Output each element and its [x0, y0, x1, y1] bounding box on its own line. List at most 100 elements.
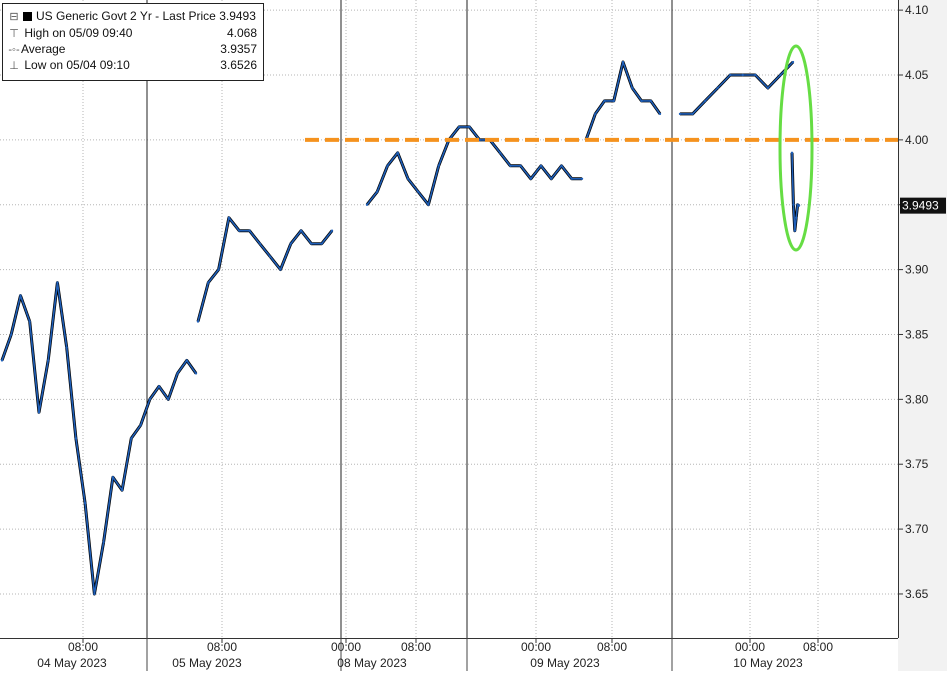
data-point: [268, 255, 272, 258]
x-tick-label: 00:00: [331, 640, 361, 654]
data-point: [468, 125, 471, 129]
data-point: [437, 164, 440, 168]
data-point: [457, 125, 461, 129]
data-point: [779, 73, 782, 77]
data-point: [539, 164, 543, 168]
x-date-label: 04 May 2023: [37, 656, 107, 670]
data-point: [792, 203, 795, 206]
average-marker-icon: -◦-: [8, 44, 20, 56]
y-tick-label: 3.85: [905, 327, 929, 341]
data-point: [509, 164, 512, 168]
data-point: [227, 216, 231, 219]
data-point: [19, 294, 22, 297]
data-point: [678, 112, 682, 116]
legend-series-swatch: [23, 12, 32, 21]
data-point: [396, 151, 399, 155]
x-date-label: 05 May 2023: [172, 656, 242, 670]
legend-title: US Generic Govt 2 Yr - Last Price: [36, 9, 216, 23]
data-point: [83, 501, 87, 505]
data-point: [703, 99, 707, 103]
data-point: [102, 540, 105, 544]
y-axis-panel: [898, 0, 947, 671]
data-point: [427, 203, 430, 206]
data-point: [754, 73, 757, 77]
x-tick-label: 08:00: [401, 640, 431, 654]
legend-low-row: ⊥ Low on 05/04 09:10: [7, 57, 130, 73]
data-point: [157, 385, 161, 388]
last-price-tag-label: 3.9493: [902, 199, 939, 213]
data-point: [478, 138, 481, 142]
y-tick-label: 3.70: [905, 522, 929, 536]
series-line-3: [585, 61, 661, 141]
data-point: [258, 242, 262, 245]
data-point: [176, 372, 179, 375]
legend-title-row: ⊟ US Generic Govt 2 Yr - Last Price 3.949…: [7, 8, 256, 24]
data-point: [795, 216, 798, 219]
data-point: [93, 592, 96, 596]
legend-box: ⊟ US Generic Govt 2 Yr - Last Price 3.949…: [2, 3, 264, 81]
data-point: [519, 164, 522, 168]
data-point: [148, 398, 152, 401]
highlight-ellipse: [778, 44, 814, 252]
series-line-2: [366, 126, 582, 206]
x-tick-label: 08:00: [803, 640, 833, 654]
last-price-tag: [900, 197, 946, 214]
data-point: [790, 151, 794, 155]
data-point: [130, 437, 133, 440]
data-point: [376, 190, 379, 193]
data-point: [498, 151, 502, 155]
data-point: [238, 229, 241, 232]
data-point: [621, 60, 625, 64]
x-tick-label: 08:00: [207, 640, 237, 654]
series-line-1: [197, 216, 333, 322]
high-marker-icon: ⊤: [9, 28, 19, 40]
legend-last-value: 3.9493: [219, 9, 256, 23]
data-point: [289, 242, 292, 245]
data-point: [594, 112, 597, 116]
data-point: [658, 112, 662, 116]
data-point: [185, 359, 188, 362]
price-series: [0, 60, 801, 596]
legend-low-value: 3.6526: [220, 58, 257, 72]
data-point: [603, 99, 606, 103]
data-point: [279, 268, 282, 271]
gridlines: [0, 0, 898, 638]
data-point: [217, 268, 220, 271]
data-point: [797, 204, 801, 207]
data-point: [196, 320, 200, 323]
data-point: [194, 372, 198, 375]
y-tick-label: 4.00: [905, 133, 929, 147]
data-point: [299, 229, 303, 232]
legend-toggle-icon[interactable]: ⊟: [9, 11, 19, 23]
data-point: [729, 73, 732, 77]
data-point: [416, 190, 420, 193]
y-tick-label: 3.75: [905, 457, 929, 471]
data-point: [248, 229, 251, 232]
legend-avg-value: 3.9357: [220, 42, 257, 56]
legend-low-label: Low on 05/04 09:10: [24, 58, 130, 72]
data-point: [139, 424, 142, 427]
data-point: [65, 346, 68, 349]
data-point: [207, 281, 210, 284]
data-point: [37, 411, 41, 414]
data-point: [691, 112, 694, 116]
data-point: [320, 242, 323, 245]
low-marker-icon: ⊥: [9, 60, 19, 72]
data-point: [28, 320, 31, 323]
data-point: [793, 229, 796, 232]
data-point: [120, 488, 124, 492]
series-shadow-4: [680, 60, 795, 116]
legend-avg-row: -◦-Average: [7, 41, 65, 57]
series-line-4: [680, 61, 794, 115]
y-tick-label: 3.65: [905, 587, 929, 601]
legend-high-label: High on 05/09 09:40: [24, 26, 133, 40]
data-point: [386, 164, 389, 168]
y-tick-label: 3.80: [905, 392, 929, 406]
data-point: [741, 73, 744, 77]
data-point: [560, 164, 563, 168]
data-point: [631, 86, 634, 90]
data-point: [649, 99, 652, 103]
x-tick-label: 00:00: [521, 640, 551, 654]
